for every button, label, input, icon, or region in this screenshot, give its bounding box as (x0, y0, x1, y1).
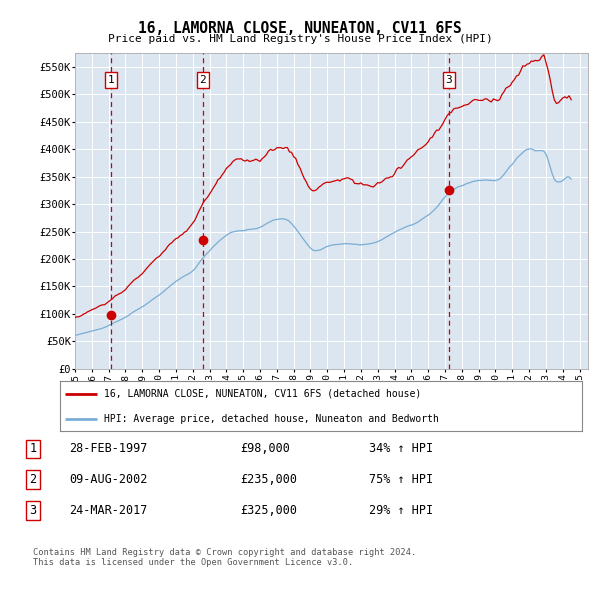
Text: £98,000: £98,000 (240, 442, 290, 455)
Text: 16, LAMORNA CLOSE, NUNEATON, CV11 6FS: 16, LAMORNA CLOSE, NUNEATON, CV11 6FS (138, 21, 462, 35)
Text: 24-MAR-2017: 24-MAR-2017 (69, 504, 148, 517)
Text: £325,000: £325,000 (240, 504, 297, 517)
Text: 3: 3 (29, 504, 37, 517)
Text: 29% ↑ HPI: 29% ↑ HPI (369, 504, 433, 517)
Text: 3: 3 (446, 75, 452, 85)
Text: 09-AUG-2002: 09-AUG-2002 (69, 473, 148, 486)
Text: 1: 1 (108, 75, 115, 85)
Text: 2: 2 (200, 75, 206, 85)
Text: 75% ↑ HPI: 75% ↑ HPI (369, 473, 433, 486)
Text: Contains HM Land Registry data © Crown copyright and database right 2024.
This d: Contains HM Land Registry data © Crown c… (33, 548, 416, 567)
Text: 34% ↑ HPI: 34% ↑ HPI (369, 442, 433, 455)
Text: 28-FEB-1997: 28-FEB-1997 (69, 442, 148, 455)
Text: 1: 1 (29, 442, 37, 455)
Text: Price paid vs. HM Land Registry's House Price Index (HPI): Price paid vs. HM Land Registry's House … (107, 34, 493, 44)
Text: £235,000: £235,000 (240, 473, 297, 486)
Text: 2: 2 (29, 473, 37, 486)
Text: HPI: Average price, detached house, Nuneaton and Bedworth: HPI: Average price, detached house, Nune… (104, 414, 439, 424)
Text: 16, LAMORNA CLOSE, NUNEATON, CV11 6FS (detached house): 16, LAMORNA CLOSE, NUNEATON, CV11 6FS (d… (104, 389, 422, 399)
